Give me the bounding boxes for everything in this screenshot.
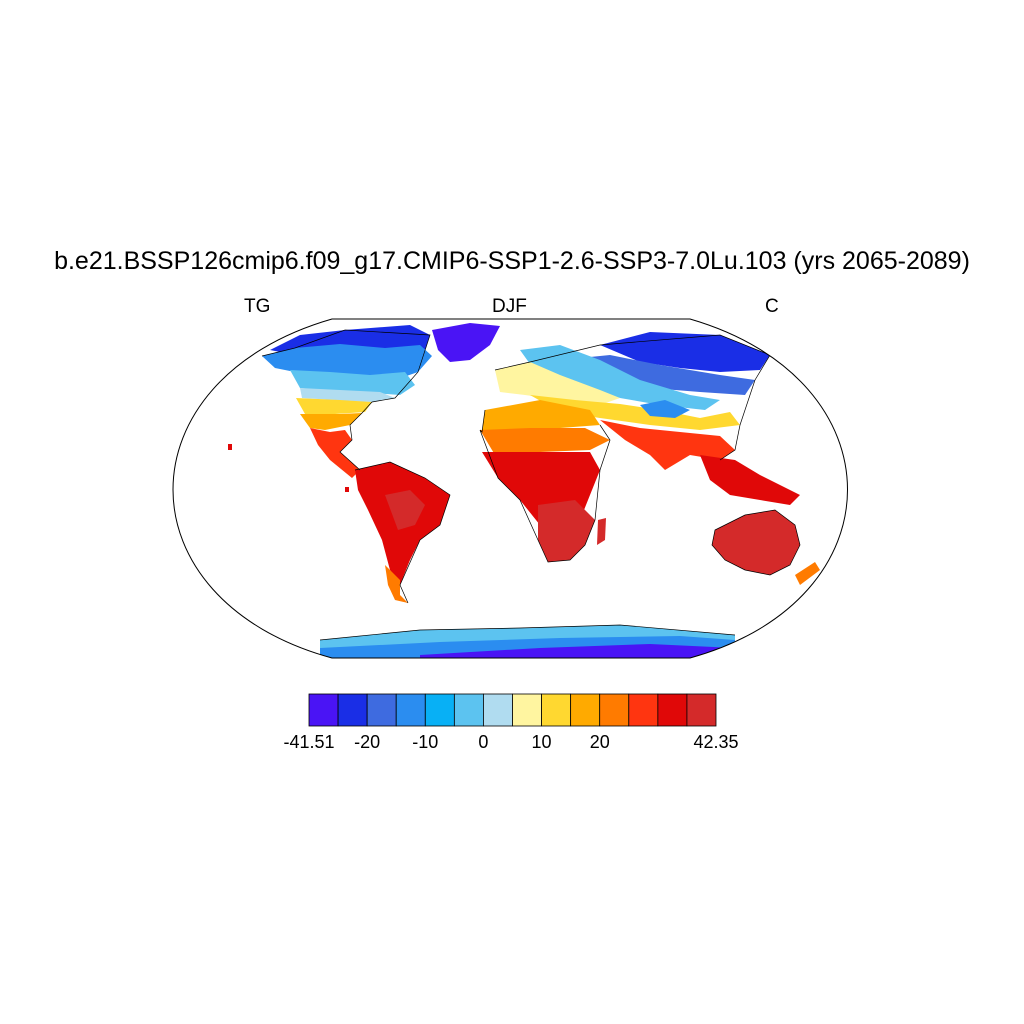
colorbar-swatch — [512, 693, 542, 727]
colorbar — [308, 693, 717, 727]
colorbar-swatch — [395, 693, 426, 727]
south-america-south — [385, 565, 408, 603]
hawaii — [228, 444, 232, 450]
greenland — [432, 323, 500, 362]
map-outline — [172, 318, 848, 659]
colorbar-swatch — [483, 693, 513, 727]
units-label: C — [765, 296, 779, 317]
eurasia-north — [520, 345, 720, 410]
colorbar-tick-label: -20 — [354, 732, 381, 752]
colorbar-tick-label: 42.35 — [693, 732, 739, 752]
north-america-mid — [290, 370, 415, 395]
colorbar-swatch — [337, 693, 368, 727]
galapagos — [345, 487, 349, 492]
colorbar-swatch — [657, 693, 688, 727]
asia-mid — [530, 395, 740, 430]
season-label: DJF — [492, 296, 527, 317]
asia-south — [600, 420, 735, 470]
tibet — [640, 400, 690, 418]
europe — [495, 362, 620, 405]
colorbar-tick-label: 0 — [478, 732, 489, 752]
africa-sahel — [480, 428, 610, 455]
colorbar-swatch — [628, 693, 659, 727]
colorbar-swatch — [308, 693, 339, 727]
map-title: b.e21.BSSP126cmip6.f09_g17.CMIP6-SSP1-2.… — [54, 247, 970, 275]
colorbar-tick-label: -41.51 — [283, 732, 335, 752]
colorbar-tick-label: 10 — [531, 732, 552, 752]
colorbar-swatch — [599, 693, 630, 727]
north-america-mild — [296, 398, 372, 414]
new-zealand — [795, 562, 820, 585]
southeast-asia — [700, 455, 800, 505]
colorbar-labels: -41.51 -20 -10 0 10 20 42.35 — [0, 732, 1024, 756]
australia — [712, 510, 800, 575]
antarctica-interior — [420, 644, 735, 658]
colorbar-tick-label: 20 — [589, 732, 610, 752]
africa-south — [538, 500, 595, 562]
colorbar-swatch — [424, 693, 455, 727]
colorbar-swatch — [541, 693, 572, 727]
africa-north — [482, 400, 600, 432]
colorbar-swatch — [686, 693, 717, 727]
variable-label: TG — [244, 296, 271, 317]
south-america-interior — [385, 490, 425, 530]
madagascar — [597, 518, 606, 545]
north-america-warm — [300, 413, 362, 430]
land-fill — [262, 323, 820, 658]
colorbar-swatch — [366, 693, 397, 727]
colorbar-tick-label: -10 — [412, 732, 439, 752]
colorbar-swatch — [570, 693, 601, 727]
central-america — [310, 428, 360, 478]
north-america-cool — [300, 388, 395, 402]
colorbar-swatch — [453, 693, 484, 727]
